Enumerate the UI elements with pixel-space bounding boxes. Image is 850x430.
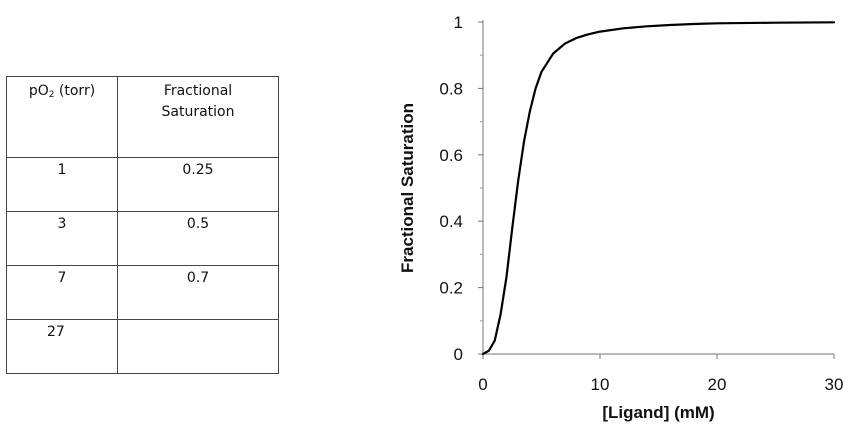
- y-tick-label: 1: [454, 13, 463, 32]
- table-header-row: pO2 (torr) Fractional Saturation: [6, 76, 279, 158]
- header-saturation-line1: Fractional: [163, 83, 233, 99]
- x-tick-label: 10: [591, 375, 610, 394]
- y-tick-label: 0.6: [439, 146, 463, 165]
- x-tick-label: 0: [478, 375, 487, 394]
- x-tick-label: 20: [708, 375, 727, 394]
- x-axis-title: [Ligand] (mM): [602, 403, 714, 422]
- y-tick-label: 0.4: [439, 212, 463, 231]
- header-pO2-subscript: 2: [48, 90, 55, 100]
- pO2-saturation-table: pO2 (torr) Fractional Saturation 1 0.25 …: [6, 76, 279, 374]
- cell-saturation: 0.5: [117, 211, 279, 266]
- cell-saturation: [117, 319, 279, 374]
- cell-pO2: 27: [6, 319, 118, 374]
- saturation-curve: [481, 21, 836, 356]
- header-pO2-prefix: pO: [28, 83, 49, 99]
- chart-ticks: [478, 21, 835, 359]
- cell-pO2: 3: [6, 211, 118, 266]
- chart-axes: [482, 20, 834, 355]
- y-axis-title: Fractional Saturation: [398, 103, 417, 273]
- table-row: 3 0.5: [6, 211, 279, 266]
- y-tick-label: 0.8: [439, 79, 463, 98]
- y-tick-label: 0.2: [439, 279, 463, 298]
- header-pO2-unit: (torr): [54, 83, 96, 99]
- table-row: 1 0.25: [6, 157, 279, 212]
- chart-tick-labels: 00.20.40.60.810 10 20 30: [439, 13, 843, 394]
- y-tick-label: 0: [454, 345, 463, 364]
- table-row: 27: [6, 319, 279, 374]
- header-saturation-line2: Saturation: [161, 104, 235, 120]
- header-pO2: pO2 (torr): [6, 76, 118, 158]
- header-fractional-saturation: Fractional Saturation: [117, 76, 279, 158]
- cell-saturation: 0.7: [117, 265, 279, 320]
- chart-series: [481, 21, 836, 356]
- x-tick-label: 30: [825, 375, 844, 394]
